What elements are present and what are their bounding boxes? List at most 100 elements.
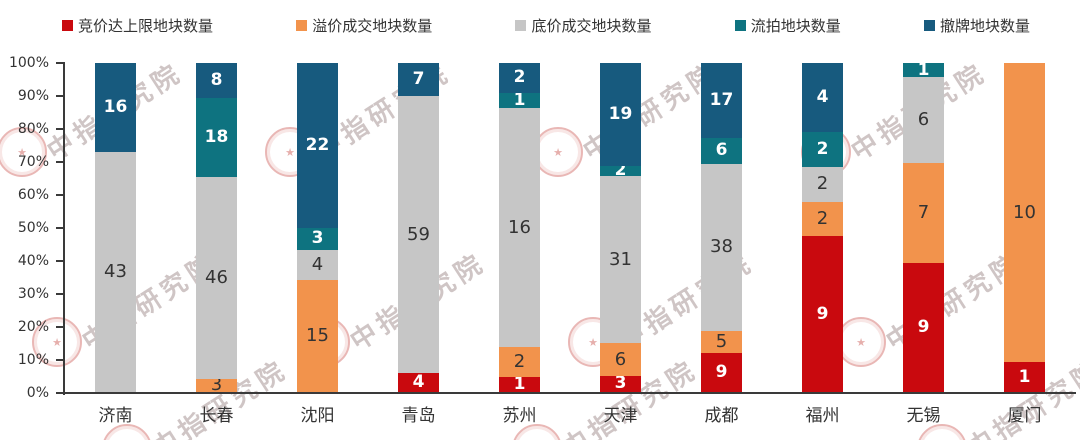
x-axis-label: 沈阳 [300, 406, 335, 426]
bar-segment-label: 17 [709, 89, 734, 110]
bar-segment-label: 1 [513, 89, 526, 110]
x-axis-label: 成都 [704, 406, 739, 426]
bar-segment: 10 [1004, 63, 1045, 363]
bar-cell-7: 9 5 38 6 17 [671, 63, 772, 392]
stacked-bar: 15 4 3 22 [297, 63, 338, 392]
bar-segment: 2 [802, 132, 843, 167]
bar-segment: 2 [499, 347, 540, 378]
y-tick-label: 0% [26, 385, 49, 401]
bar-segment-label: 59 [407, 223, 430, 245]
bar-segment-label: 1 [1018, 366, 1031, 387]
bar-segment-label: 2 [614, 160, 627, 181]
bar-segment-label: 1 [513, 374, 526, 395]
bar-segment: 2 [499, 63, 540, 93]
bar-segment-label: 16 [103, 97, 128, 118]
bar-segment: 6 [903, 77, 944, 164]
bar-segment: 8 [196, 63, 237, 99]
stacked-bar: 9 5 38 6 17 [701, 63, 742, 392]
stacked-bar: 9 7 6 1 [903, 61, 944, 392]
y-tick-mark [56, 62, 65, 64]
bar-segment-label: 19 [608, 103, 633, 124]
legend-swatch-icon [296, 19, 308, 31]
y-axis-line [63, 63, 65, 395]
legend-item: 溢价成交地块数量 [296, 15, 432, 36]
y-tick-mark [56, 260, 65, 262]
bar-segment-label: 6 [917, 109, 930, 131]
bar-segment: 3 [297, 227, 338, 250]
y-tick-label: 40% [17, 253, 49, 269]
x-axis-label: 福州 [805, 406, 840, 426]
bar-segment-label: 10 [1013, 201, 1036, 223]
bar-segment: 22 [297, 63, 338, 228]
legend-swatch-icon [734, 19, 746, 31]
bar-segment-label: 2 [816, 173, 829, 195]
bar-segment: 3 [600, 373, 641, 394]
bar-segment: 31 [600, 176, 641, 344]
bar-segment: 1 [903, 61, 944, 78]
y-tick-label: 90% [17, 88, 49, 104]
bar-segment-label: 4 [412, 372, 425, 393]
y-tick-mark [56, 161, 65, 163]
bar-segment-label: 15 [306, 324, 329, 346]
bar-segment-label: 4 [311, 253, 324, 275]
y-tick-mark [56, 128, 65, 130]
y-tick-mark [56, 293, 65, 295]
legend-label: 流拍地块数量 [750, 16, 841, 35]
bar-segment: 9 [802, 236, 843, 392]
bar-segment: 9 [701, 352, 742, 392]
y-tick-mark [56, 392, 65, 394]
x-axis-label: 天津 [603, 406, 638, 426]
stacked-bar: 1 2 16 1 2 [499, 63, 540, 395]
legend-label: 竞价达上限地块数量 [78, 16, 214, 35]
bar-segment-label: 9 [715, 361, 728, 382]
legend-label: 溢价成交地块数量 [312, 16, 433, 35]
bar-segment-label: 7 [412, 68, 425, 89]
bar-segment-label: 4 [816, 87, 829, 108]
y-tick-mark [56, 359, 65, 361]
bar-segment: 43 [95, 152, 136, 392]
legend-label: 底价成交地块数量 [531, 16, 652, 35]
bar-segment: 2 [802, 201, 843, 237]
legend-swatch-icon [923, 19, 935, 31]
stacked-bar: 4 59 7 [398, 63, 439, 392]
bar-segment-label: 5 [715, 330, 728, 352]
bar-segment: 1 [499, 374, 540, 395]
bar-segment: 4 [297, 249, 338, 280]
x-axis-label: 济南 [98, 406, 133, 426]
bar-cell-1: 43 16 [65, 63, 166, 392]
bar-segment-label: 3 [614, 373, 627, 394]
bar-cell-5: 1 2 16 1 2 [469, 63, 570, 395]
bar-segment: 18 [196, 98, 237, 178]
bar-cell-9: 9 7 6 1 [873, 61, 974, 392]
bar-segment: 16 [95, 63, 136, 153]
bar-segment-label: 8 [210, 70, 223, 91]
bar-segment: 6 [701, 137, 742, 164]
bar-segment: 7 [398, 63, 439, 96]
bar-segment-label: 22 [305, 134, 330, 155]
bar-segment: 3 [196, 376, 237, 394]
bar-segment-label: 38 [710, 236, 733, 258]
bar-segment-label: 2 [513, 351, 526, 373]
bar-cell-8: 9 2 2 2 4 [772, 63, 873, 392]
y-tick-label: 50% [17, 220, 49, 236]
legend: 竞价达上限地块数量 溢价成交地块数量 底价成交地块数量 流拍地块数量 撤牌地块数量 [62, 14, 1030, 36]
y-tick-label: 80% [17, 121, 49, 137]
x-axis: 济南 长春 沈阳 青岛 苏州 天津 成都 福州 无锡 厦门 [65, 401, 1075, 427]
bar-segment: 4 [398, 373, 439, 392]
y-tick-mark [56, 194, 65, 196]
plot-area: 43 16 3 46 18 8 15 4 3 22 4 59 7 1 2 16 1 2 3 6 31 2 19 9 5 38 6 17… [65, 61, 1075, 395]
bar-segment: 59 [398, 95, 439, 374]
bar-segment-label: 9 [917, 317, 930, 338]
x-axis-label: 青岛 [401, 406, 436, 426]
bar-segment: 1 [499, 89, 540, 110]
bar-segment-label: 46 [205, 266, 228, 288]
bar-cell-2: 3 46 18 8 [166, 63, 267, 394]
bar-segment-label: 18 [204, 127, 229, 148]
bar-segment: 38 [701, 163, 742, 331]
stacked-bar: 43 16 [95, 63, 136, 392]
legend-swatch-icon [62, 19, 73, 31]
bar-segment-label: 31 [609, 248, 632, 270]
bar-segment-label: 6 [715, 140, 728, 161]
bar-cell-3: 15 4 3 22 [267, 63, 368, 392]
